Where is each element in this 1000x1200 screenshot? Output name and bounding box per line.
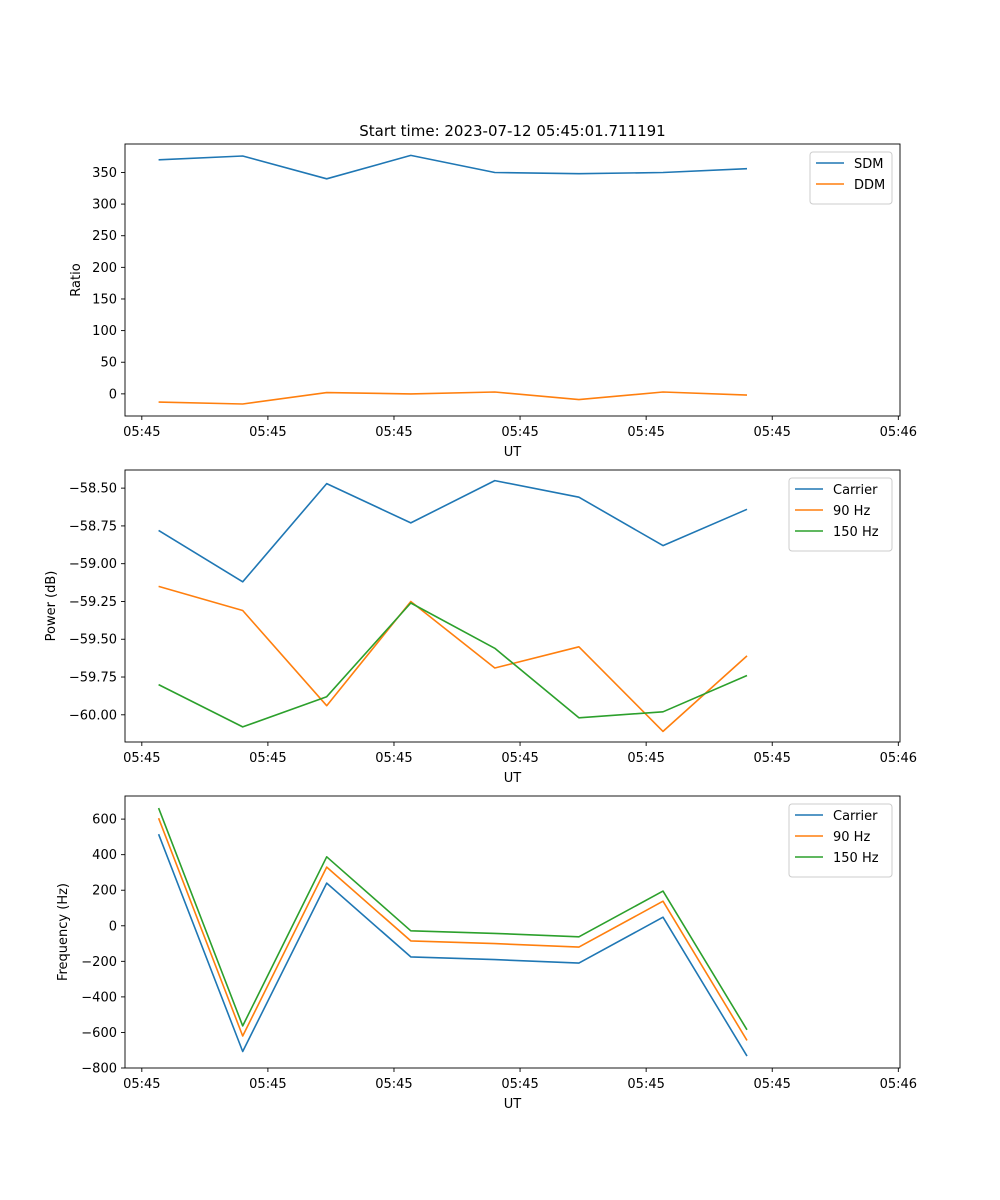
y-axis-label: Frequency (Hz) [56,883,71,981]
legend-label: Carrier [833,809,878,824]
legend-box [788,803,893,878]
chart-panel-1: Start time: 2023-07-12 05:45:01.71119105… [69,122,917,460]
x-tick-label: 05:45 [753,425,790,440]
legend: SDM DDM [809,151,893,205]
y-tick-label: 200 [92,884,117,899]
series-line-150-hz [158,602,748,728]
x-tick-label: 05:45 [249,425,286,440]
y-tick-label: −59.50 [69,633,117,648]
x-axis-label: UT [504,445,522,460]
y-tick-label: 150 [92,292,117,307]
series-line-90-hz [157,817,748,1041]
x-tick-label: 05:46 [880,751,917,766]
legend-label: Carrier [833,483,878,498]
legend-box [809,151,893,205]
legend: Carrier 90 Hz 150 Hz [788,803,893,878]
x-tick-label: 05:45 [753,1077,790,1092]
y-tick-label: 600 [92,813,117,828]
series-line-carrier [158,479,748,583]
legend-box [788,477,893,552]
y-tick-label: −600 [81,1026,117,1041]
series-line-150-hz [157,807,748,1031]
x-tick-label: 05:45 [753,751,790,766]
chart-panel-2: 05:45 05:45 05:45 05:45 05:45 05:45 05:46 −60.0… [44,469,917,786]
x-tick-label: 05:45 [249,1077,286,1092]
chart-title: Start time: 2023-07-12 05:45:01.711191 [359,122,665,140]
y-tick-label: −59.75 [69,671,117,686]
y-tick-label: −58.50 [69,482,117,497]
x-tick-label: 05:45 [501,1077,538,1092]
x-tick-label: 05:46 [880,425,917,440]
x-tick-label: 05:45 [501,425,538,440]
x-tick-label: 05:45 [375,1077,412,1092]
y-tick-label: 0 [109,387,117,402]
y-tick-label: −59.00 [69,557,117,572]
x-tick-label: 05:45 [375,751,412,766]
y-axis-label: Ratio [69,263,84,296]
x-tick-label: 05:45 [627,425,664,440]
y-tick-label: −800 [81,1062,117,1077]
y-tick-label: 250 [92,229,117,244]
x-axis-label: UT [504,1097,522,1112]
axes-frame [124,469,901,743]
series-line-sdm [158,154,748,180]
x-tick-label: 05:45 [627,1077,664,1092]
y-tick-label: 200 [92,261,117,276]
legend-label: 90 Hz [833,504,870,519]
series-line-carrier [157,833,748,1057]
y-tick-label: −200 [81,955,117,970]
axes-frame [124,795,901,1069]
legend-label: 90 Hz [833,830,870,845]
x-tick-label: 05:45 [123,1077,160,1092]
x-tick-label: 05:45 [123,425,160,440]
legend-label: DDM [854,178,885,193]
y-tick-label: −59.25 [69,595,117,610]
series-line-90-hz [158,585,748,733]
x-tick-label: 05:45 [375,425,412,440]
chart-panel-3: 05:45 05:45 05:45 05:45 05:45 05:45 05:46 −800 −… [56,795,917,1112]
y-tick-label: −58.75 [69,519,117,534]
legend-label: 150 Hz [833,525,879,540]
legend-label: SDM [854,157,883,172]
series-line-ddm [158,391,748,405]
x-tick-label: 05:45 [249,751,286,766]
y-tick-label: −400 [81,990,117,1005]
x-tick-label: 05:45 [123,751,160,766]
x-axis-label: UT [504,771,522,786]
legend: Carrier 90 Hz 150 Hz [788,477,893,552]
y-tick-label: 300 [92,198,117,213]
x-tick-label: 05:45 [501,751,538,766]
y-tick-label: 50 [100,356,117,371]
x-tick-label: 05:46 [880,1077,917,1092]
y-tick-label: 100 [92,324,117,339]
legend-label: 150 Hz [833,851,879,866]
y-axis-label: Power (dB) [44,571,59,642]
y-tick-label: −60.00 [69,708,117,723]
y-tick-label: 350 [92,166,117,181]
y-tick-label: 0 [109,919,117,934]
x-tick-label: 05:45 [627,751,664,766]
y-tick-label: 400 [92,848,117,863]
axes-frame [124,143,901,417]
